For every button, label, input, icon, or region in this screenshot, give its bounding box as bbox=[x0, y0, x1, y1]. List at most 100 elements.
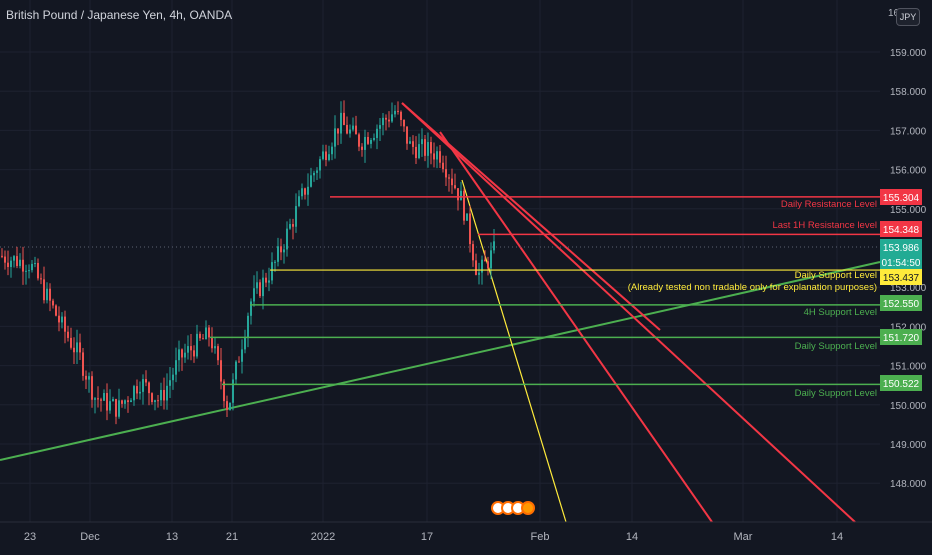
price-tick: 152.000 bbox=[890, 322, 927, 333]
candle-body bbox=[25, 270, 27, 272]
economic-event-icon[interactable] bbox=[521, 501, 535, 515]
candle-body bbox=[484, 259, 486, 262]
level-label: (Already tested non tradable only for ex… bbox=[628, 282, 877, 293]
candle-body bbox=[187, 346, 189, 353]
candle-body bbox=[139, 391, 141, 394]
candle-body bbox=[106, 393, 108, 411]
candle-body bbox=[343, 112, 345, 125]
countdown-label: 01:54:50 bbox=[882, 258, 921, 269]
candle-body bbox=[22, 259, 24, 272]
price-tick: 158.000 bbox=[890, 87, 927, 98]
candle-body bbox=[85, 375, 87, 380]
price-tag[interactable] bbox=[880, 329, 922, 345]
candle-body bbox=[34, 263, 36, 265]
candle-body bbox=[259, 282, 261, 297]
candle-body bbox=[469, 213, 471, 245]
price-tag[interactable] bbox=[880, 295, 922, 311]
candle-body bbox=[211, 337, 213, 349]
candle-body bbox=[4, 256, 6, 263]
price-tag[interactable] bbox=[880, 375, 922, 391]
candle-body bbox=[160, 389, 162, 401]
candle-body bbox=[358, 134, 360, 147]
price-axis[interactable]: 16 159.000 158.000 157.000 156.000 155.000 153… bbox=[880, 8, 927, 490]
candle-body bbox=[421, 139, 423, 145]
candle-body bbox=[64, 316, 66, 332]
candle-body bbox=[61, 316, 63, 323]
candle-body bbox=[427, 142, 429, 156]
candle-body bbox=[268, 280, 270, 283]
candle-body bbox=[466, 213, 468, 221]
candle-body bbox=[118, 400, 120, 417]
candle-body bbox=[121, 400, 123, 404]
candle-body bbox=[445, 169, 447, 178]
level-lines bbox=[210, 196, 880, 386]
candle-body bbox=[124, 400, 126, 404]
price-tag[interactable] bbox=[880, 239, 922, 269]
candle-body bbox=[433, 153, 435, 160]
candle-body bbox=[271, 262, 273, 281]
candle-body bbox=[100, 399, 102, 401]
candle-body bbox=[70, 337, 72, 348]
price-tick: 155.000 bbox=[890, 205, 927, 216]
price-tick: 148.000 bbox=[890, 479, 927, 490]
candle-body bbox=[436, 151, 438, 160]
candle-body bbox=[190, 346, 192, 351]
candle-body bbox=[262, 277, 264, 297]
candle-body bbox=[91, 376, 93, 400]
candle-body bbox=[478, 272, 480, 275]
candle-body bbox=[208, 327, 210, 338]
candle-body bbox=[328, 154, 330, 160]
candle-body bbox=[1, 255, 3, 257]
event-markers[interactable] bbox=[491, 501, 535, 515]
candle-body bbox=[457, 188, 459, 201]
candle-body bbox=[463, 190, 465, 221]
price-tag-label: 154.348 bbox=[883, 225, 920, 236]
candle-body bbox=[316, 170, 318, 173]
price-tick: 156.000 bbox=[890, 166, 927, 177]
candle-body bbox=[214, 346, 216, 349]
candle-body bbox=[127, 400, 129, 403]
currency-button[interactable]: JPY bbox=[896, 8, 920, 26]
candle-body bbox=[424, 139, 426, 156]
candle-body bbox=[352, 125, 354, 130]
candle-body bbox=[298, 196, 300, 207]
candle-body bbox=[130, 400, 132, 403]
candle-body bbox=[184, 352, 186, 358]
level-label: Last 1H Resistance level bbox=[772, 220, 877, 231]
price-tag[interactable] bbox=[880, 221, 922, 237]
level-label: Daily Support Level bbox=[795, 270, 877, 281]
price-tick: 159.000 bbox=[890, 48, 927, 59]
candle-body bbox=[223, 381, 225, 402]
time-axis[interactable]: 23 Dec 13 21 2022 17 Feb 14 Mar 14 bbox=[0, 521, 932, 543]
time-tick: 13 bbox=[166, 531, 178, 543]
level-label: Daily Resistance Level bbox=[781, 199, 877, 210]
candle-body bbox=[175, 360, 177, 375]
candle-body bbox=[82, 352, 84, 376]
candle-body bbox=[151, 393, 153, 403]
candle-body bbox=[217, 346, 219, 361]
price-tag[interactable] bbox=[880, 189, 922, 205]
candle-body bbox=[16, 256, 18, 266]
price-tick: 150.000 bbox=[890, 401, 927, 412]
candle-body bbox=[370, 139, 372, 144]
time-tick: Dec bbox=[80, 531, 100, 543]
candle-body bbox=[142, 379, 144, 392]
candle-body bbox=[448, 177, 450, 179]
candle-body bbox=[226, 401, 228, 410]
candle-body bbox=[97, 398, 99, 400]
price-tag[interactable] bbox=[880, 269, 922, 285]
candle-body bbox=[388, 119, 390, 122]
candle-body bbox=[103, 393, 105, 401]
candle-body bbox=[373, 137, 375, 140]
candle-body bbox=[487, 261, 489, 269]
candle-body bbox=[355, 125, 357, 135]
candle-body bbox=[163, 389, 165, 401]
time-tick: 2022 bbox=[311, 531, 335, 543]
candle-body bbox=[49, 288, 51, 301]
candle-body bbox=[454, 185, 456, 189]
candle-body bbox=[253, 288, 255, 302]
chart-title: British Pound / Japanese Yen, 4h, OANDA bbox=[6, 8, 233, 22]
price-tag-label: 152.550 bbox=[883, 299, 920, 310]
